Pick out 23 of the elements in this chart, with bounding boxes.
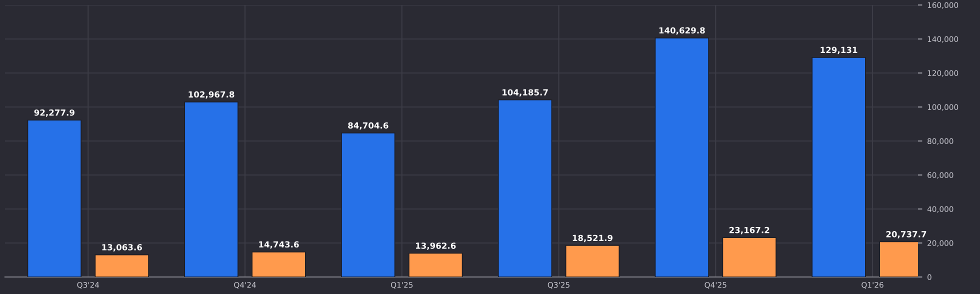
bar xyxy=(812,57,866,277)
bar xyxy=(498,99,552,277)
data-label: 14,743.6 xyxy=(259,241,299,249)
bar xyxy=(184,102,238,277)
data-label: 13,962.6 xyxy=(416,242,456,250)
bar xyxy=(341,132,396,277)
data-label: 13,063.6 xyxy=(102,244,142,252)
data-label: 20,737.7 xyxy=(886,231,926,238)
bar xyxy=(722,237,776,277)
data-label: 140,629.8 xyxy=(659,27,705,35)
bar xyxy=(408,252,463,277)
bar xyxy=(252,252,306,277)
bar xyxy=(94,254,149,277)
data-label: 84,704.6 xyxy=(348,122,388,130)
bar xyxy=(654,38,709,277)
data-label: 102,967.8 xyxy=(188,91,234,99)
data-label: 92,277.9 xyxy=(34,109,74,117)
data-label: 104,185.7 xyxy=(502,89,548,97)
bar xyxy=(565,245,620,277)
data-label: 129,131 xyxy=(820,46,858,54)
data-label: 23,167.2 xyxy=(729,226,770,234)
data-label: 18,521.9 xyxy=(572,234,613,242)
bar xyxy=(27,120,82,277)
